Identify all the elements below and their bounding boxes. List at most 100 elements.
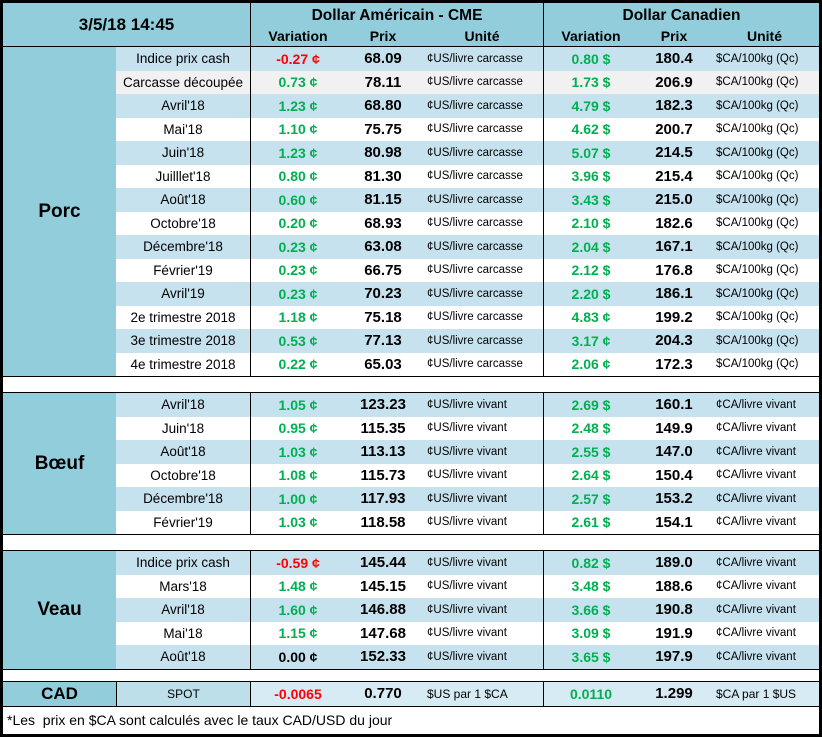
us-price: 80.98 bbox=[364, 144, 402, 162]
ca-price: 160.1 bbox=[655, 396, 693, 414]
cad-ca-variation: 0.0110 bbox=[543, 681, 638, 706]
row-label: Mai'18 bbox=[163, 625, 203, 641]
ca-price: 182.6 bbox=[655, 214, 693, 232]
ca-unit: $CA/100kg (Qc) bbox=[716, 76, 799, 89]
ca-unit: $CA/100kg (Qc) bbox=[716, 358, 799, 371]
us-unit: ¢US/livre carcasse bbox=[427, 123, 523, 136]
row-label: Décembre'18 bbox=[143, 239, 223, 255]
row-label: Avril'18 bbox=[161, 602, 205, 618]
ca-price: 167.1 bbox=[655, 238, 693, 256]
ca-variation: 2.20 $ bbox=[543, 282, 638, 306]
ca-price: 154.1 bbox=[655, 513, 693, 531]
table-row: 2e trimestre 2018 1.18 ¢ 75.18 ¢US/livre ca… bbox=[116, 305, 819, 329]
ca-variation: 3.48 $ bbox=[543, 574, 638, 598]
cad-spot-label: SPOT bbox=[116, 681, 250, 706]
ca-price: 150.4 bbox=[655, 466, 693, 484]
ca-variation: 2.10 $ bbox=[543, 211, 638, 235]
us-unit: ¢US/livre carcasse bbox=[427, 358, 523, 371]
us-price: 115.35 bbox=[360, 419, 406, 437]
cad-us-price: 0.770 bbox=[364, 685, 402, 702]
table-row: Août'18 1.03 ¢ 113.13 ¢US/livre vivant 2.55 … bbox=[116, 440, 819, 464]
table-row: Avril'18 1.23 ¢ 68.80 ¢US/livre carcasse 4.7… bbox=[116, 94, 819, 118]
header-right: Dollar Américain - CME Dollar Canadien V… bbox=[250, 3, 819, 46]
row-label: Juilllet'18 bbox=[155, 168, 211, 184]
cad-us-variation: -0.0065 bbox=[250, 681, 345, 706]
us-unit: ¢US/livre vivant bbox=[427, 556, 507, 569]
table-row: Février'19 1.03 ¢ 118.58 ¢US/livre vivant 2.… bbox=[116, 510, 819, 534]
us-price: 152.33 bbox=[360, 648, 406, 666]
category-label-boeuf: Bœuf bbox=[3, 393, 116, 534]
ca-variation-header: Variation bbox=[543, 25, 638, 46]
table-row: Décembre'18 1.00 ¢ 117.93 ¢US/livre vivant 2… bbox=[116, 487, 819, 511]
row-label: Juin'18 bbox=[161, 420, 205, 436]
row-label: Février'19 bbox=[153, 262, 213, 278]
us-price: 145.44 bbox=[360, 554, 406, 572]
ca-price: 190.8 bbox=[655, 601, 693, 619]
ca-unit: ¢CA/livre vivant bbox=[716, 556, 796, 569]
us-price: 68.09 bbox=[364, 50, 402, 68]
us-variation: 1.15 ¢ bbox=[250, 621, 345, 645]
us-unit: ¢US/livre carcasse bbox=[427, 287, 523, 300]
ca-price: 200.7 bbox=[655, 120, 693, 138]
ca-price: 180.4 bbox=[655, 50, 693, 68]
us-variation: 0.73 ¢ bbox=[250, 70, 345, 94]
table-row: Octobre'18 0.20 ¢ 68.93 ¢US/livre carcasse 2… bbox=[116, 211, 819, 235]
table-row: Février'19 0.23 ¢ 66.75 ¢US/livre carcasse 2… bbox=[116, 258, 819, 282]
us-variation: 0.00 ¢ bbox=[250, 645, 345, 669]
ca-variation: 0.80 $ bbox=[543, 47, 638, 71]
ca-unit: ¢CA/livre vivant bbox=[716, 398, 796, 411]
us-unit: ¢US/livre vivant bbox=[427, 492, 507, 505]
us-variation: 1.48 ¢ bbox=[250, 574, 345, 598]
ca-price: 182.3 bbox=[655, 97, 693, 115]
row-label: Avril'18 bbox=[161, 397, 205, 413]
row-label: Avril'18 bbox=[161, 98, 205, 114]
us-price: 63.08 bbox=[364, 238, 402, 256]
ca-unit: ¢CA/livre vivant bbox=[716, 627, 796, 640]
row-label: Octobre'18 bbox=[150, 215, 216, 231]
ca-unit: $CA/100kg (Qc) bbox=[716, 99, 799, 112]
ca-unit: $CA/100kg (Qc) bbox=[716, 217, 799, 230]
table-row: Mai'18 1.15 ¢ 147.68 ¢US/livre vivant 3.09 $… bbox=[116, 621, 819, 645]
table-row: Août'18 0.60 ¢ 81.15 ¢US/livre carcasse 3.43… bbox=[116, 188, 819, 212]
ca-price: 188.6 bbox=[655, 577, 693, 595]
row-label: Indice prix cash bbox=[136, 51, 230, 67]
ca-unit: ¢CA/livre vivant bbox=[716, 580, 796, 593]
ca-price: 149.9 bbox=[655, 419, 693, 437]
us-price: 118.58 bbox=[360, 513, 406, 531]
ca-unit: $CA/100kg (Qc) bbox=[716, 264, 799, 277]
ca-unit: $CA/100kg (Qc) bbox=[716, 240, 799, 253]
us-variation: 1.08 ¢ bbox=[250, 463, 345, 487]
ca-variation: 4.79 $ bbox=[543, 94, 638, 118]
us-variation-header: Variation bbox=[250, 25, 345, 46]
spacer bbox=[3, 535, 819, 551]
us-variation: 1.05 ¢ bbox=[250, 393, 345, 417]
footnote-text: *Les prix en $CA sont calculés avec le t… bbox=[7, 712, 393, 729]
us-section-title: Dollar Américain - CME bbox=[250, 3, 543, 25]
row-label: 2e trimestre 2018 bbox=[130, 309, 236, 325]
us-variation: -0.27 ¢ bbox=[250, 47, 345, 71]
us-price: 113.13 bbox=[360, 443, 406, 461]
us-variation: 1.23 ¢ bbox=[250, 94, 345, 118]
us-unit: ¢US/livre carcasse bbox=[427, 217, 523, 230]
ca-unit: ¢CA/livre vivant bbox=[716, 469, 796, 482]
table-row: Carcasse découpée 0.73 ¢ 78.11 ¢US/livre ca… bbox=[116, 70, 819, 94]
us-variation: 0.22 ¢ bbox=[250, 352, 345, 376]
us-unit: ¢US/livre carcasse bbox=[427, 264, 523, 277]
ca-unite-header: Unité bbox=[747, 27, 782, 44]
ca-price: 199.2 bbox=[655, 308, 693, 326]
us-variation: 0.53 ¢ bbox=[250, 329, 345, 353]
us-price: 81.30 bbox=[364, 167, 402, 185]
ca-unit: $CA/100kg (Qc) bbox=[716, 311, 799, 324]
ca-variation: 3.17 ¢ bbox=[543, 329, 638, 353]
ca-variation: 5.07 $ bbox=[543, 141, 638, 165]
us-unit: ¢US/livre carcasse bbox=[427, 311, 523, 324]
row-label: Décembre'18 bbox=[143, 491, 223, 507]
spacer bbox=[3, 669, 819, 682]
us-variation: 1.18 ¢ bbox=[250, 305, 345, 329]
ca-variation: 3.96 $ bbox=[543, 164, 638, 188]
ca-price: 172.3 bbox=[655, 355, 693, 373]
row-label: Avril'19 bbox=[161, 286, 205, 302]
table-row: Décembre'18 0.23 ¢ 63.08 ¢US/livre carcasse… bbox=[116, 235, 819, 259]
cad-ca-unit: $CA par 1 $US bbox=[716, 686, 797, 701]
